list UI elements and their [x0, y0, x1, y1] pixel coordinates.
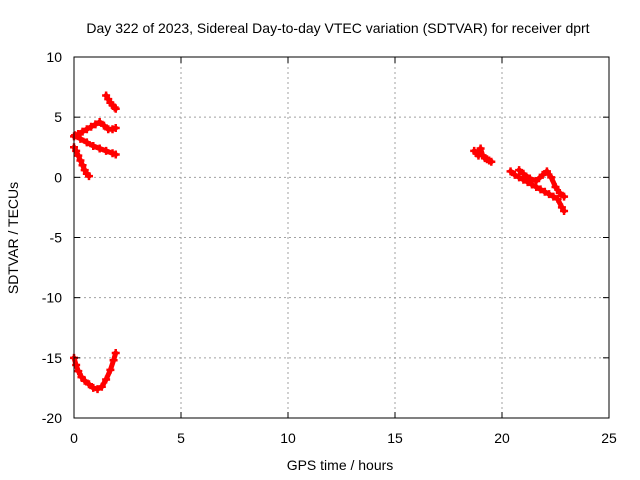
y-tick-label: -5 — [50, 230, 63, 246]
data-point — [532, 176, 541, 185]
data-point — [93, 385, 102, 394]
data-point — [536, 185, 545, 194]
y-tick-label: 10 — [46, 49, 62, 65]
data-point — [506, 167, 515, 176]
data-point — [87, 122, 96, 131]
data-point — [547, 173, 556, 182]
axis-ticks — [73, 56, 610, 419]
x-tick-label: 10 — [280, 430, 296, 446]
data-point — [519, 169, 528, 178]
x-tick-label: 25 — [601, 430, 617, 446]
data-point — [109, 356, 118, 365]
data-point — [555, 188, 564, 197]
y-tick-label: 5 — [54, 109, 62, 125]
x-axis-label: GPS time / hours — [287, 457, 394, 473]
y-tick-label: -15 — [42, 350, 62, 366]
data-point — [89, 142, 98, 151]
data-point — [72, 146, 81, 155]
data-point — [76, 156, 85, 165]
data-point — [80, 376, 89, 385]
data-point — [538, 170, 547, 179]
data-point — [560, 192, 569, 201]
data-point — [525, 174, 534, 183]
data-point — [542, 167, 551, 176]
data-point — [97, 382, 106, 391]
data-point — [74, 367, 83, 376]
data-point — [71, 131, 80, 140]
data-series-dprt — [70, 91, 569, 394]
data-point — [111, 104, 120, 113]
data-point — [106, 365, 115, 374]
data-point — [102, 146, 111, 155]
data-point — [78, 161, 87, 170]
data-point — [84, 172, 93, 181]
data-point — [82, 138, 91, 147]
data-point — [476, 144, 485, 153]
data-point — [111, 150, 120, 159]
grid — [74, 57, 609, 418]
data-point — [95, 144, 104, 153]
data-point — [560, 207, 569, 216]
data-point — [551, 182, 560, 191]
data-point — [78, 127, 87, 136]
y-tick-label: 0 — [54, 169, 62, 185]
data-point — [111, 123, 120, 132]
x-tick-label: 0 — [70, 430, 78, 446]
data-point — [553, 194, 562, 203]
data-point — [102, 375, 111, 384]
data-point — [540, 187, 549, 196]
data-point — [487, 157, 496, 166]
data-point — [72, 361, 81, 370]
data-point — [99, 121, 108, 130]
x-tick-label: 20 — [494, 430, 510, 446]
tick-labels: 0 5 10 15 20 25 -20 -15 -10 -5 0 5 10 — [42, 49, 617, 446]
x-tick-label: 5 — [177, 430, 185, 446]
y-tick-label: -20 — [42, 410, 62, 426]
y-axis-label: SDTVAR / TECUs — [5, 182, 21, 294]
x-tick-label: 15 — [387, 430, 403, 446]
data-point — [510, 170, 519, 179]
data-point — [91, 120, 100, 129]
data-point — [82, 125, 91, 134]
data-point — [545, 190, 554, 199]
data-point — [76, 134, 85, 143]
data-point — [111, 349, 120, 358]
data-point — [95, 117, 104, 126]
data-segment — [516, 167, 567, 200]
data-point — [515, 166, 524, 175]
chart-title: Day 322 of 2023, Sidereal Day-to-day VTE… — [86, 20, 589, 36]
data-point — [515, 173, 524, 182]
data-point — [74, 151, 83, 160]
y-tick-label: -10 — [42, 290, 62, 306]
data-point — [549, 192, 558, 201]
data-point — [84, 380, 93, 389]
